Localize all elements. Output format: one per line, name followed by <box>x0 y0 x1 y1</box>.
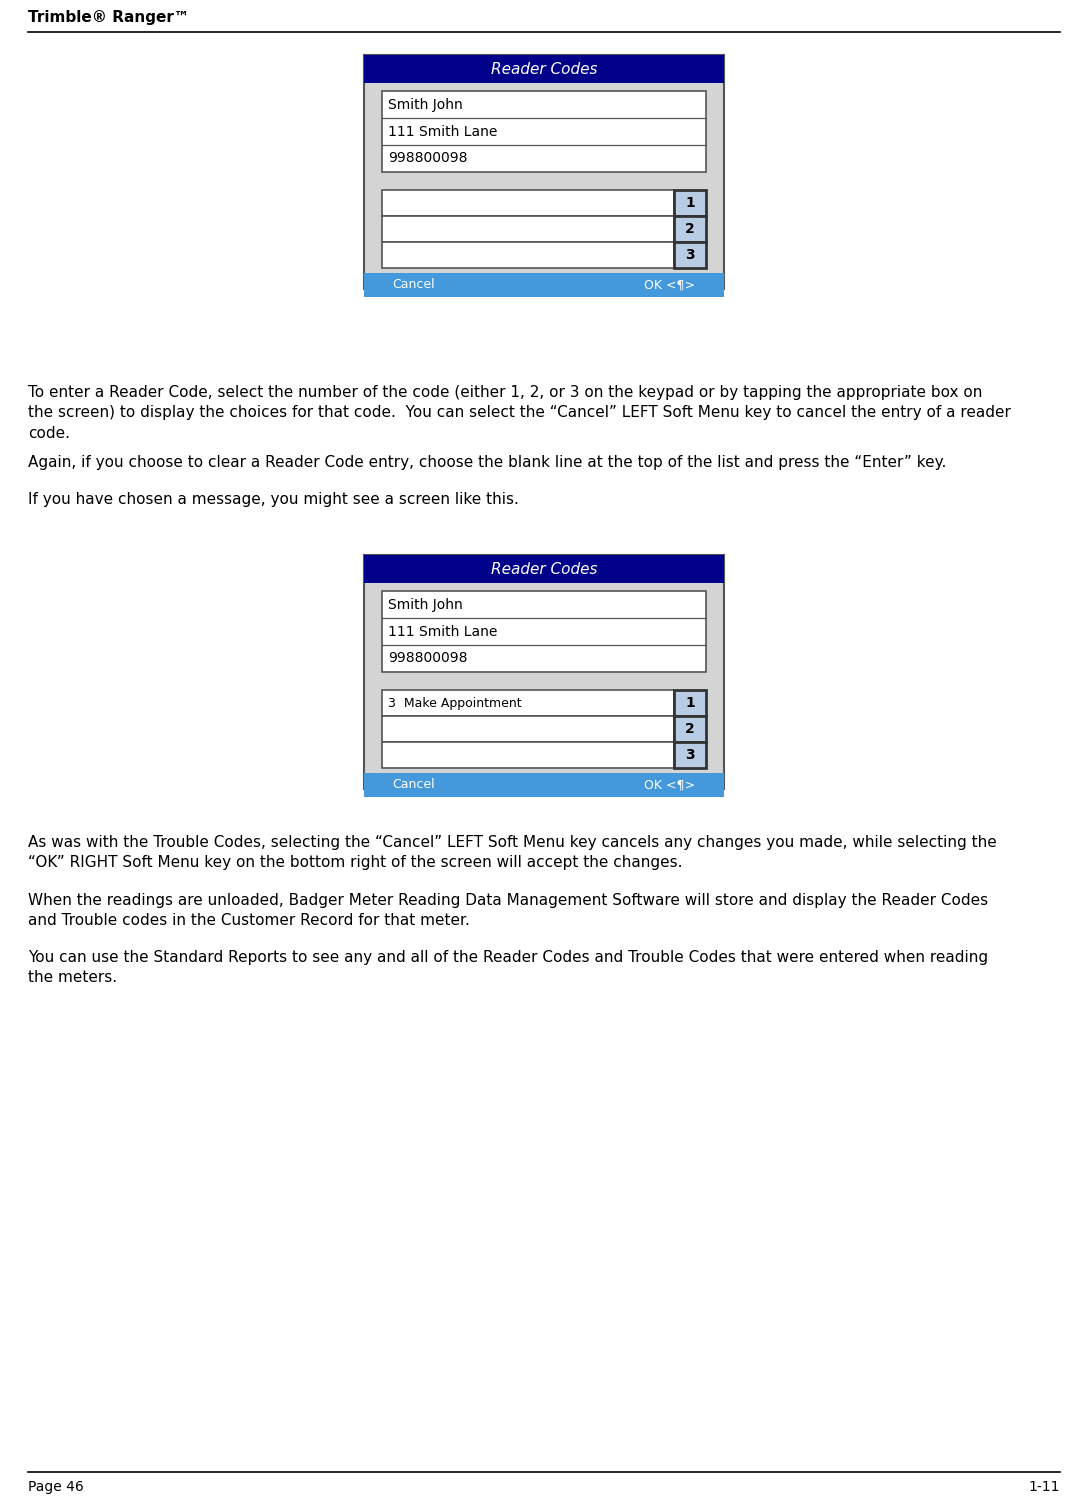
Text: To enter a Reader Code, select the number of the code (either 1, 2, or 3 on the : To enter a Reader Code, select the numbe… <box>28 385 1011 441</box>
Text: 1: 1 <box>685 696 695 711</box>
Text: 2: 2 <box>685 721 695 736</box>
Bar <box>382 91 706 172</box>
Bar <box>364 54 724 290</box>
Bar <box>382 690 673 715</box>
Bar <box>382 216 673 241</box>
Bar <box>382 715 673 742</box>
Text: 3: 3 <box>685 748 695 762</box>
Bar <box>364 555 724 582</box>
Bar <box>673 742 706 768</box>
Bar <box>364 273 724 297</box>
Text: Trimble® Ranger™: Trimble® Ranger™ <box>28 11 189 26</box>
Text: 2: 2 <box>685 222 695 235</box>
Bar <box>382 190 673 216</box>
Text: 1-11: 1-11 <box>1028 1480 1060 1494</box>
Bar <box>382 742 673 768</box>
Text: You can use the Standard Reports to see any and all of the Reader Codes and Trou: You can use the Standard Reports to see … <box>28 951 988 985</box>
Text: If you have chosen a message, you might see a screen like this.: If you have chosen a message, you might … <box>28 492 519 507</box>
Bar <box>382 241 673 269</box>
Text: Again, if you choose to clear a Reader Code entry, choose the blank line at the : Again, if you choose to clear a Reader C… <box>28 456 947 469</box>
Bar <box>382 592 706 672</box>
Text: Reader Codes: Reader Codes <box>491 62 597 77</box>
Bar <box>673 690 706 715</box>
Bar <box>364 555 724 789</box>
Text: Reader Codes: Reader Codes <box>491 561 597 576</box>
Text: OK <¶>: OK <¶> <box>643 279 694 291</box>
Text: Smith John: Smith John <box>388 98 462 112</box>
Text: When the readings are unloaded, Badger Meter Reading Data Management Software wi: When the readings are unloaded, Badger M… <box>28 893 988 928</box>
Text: 111 Smith Lane: 111 Smith Lane <box>388 625 497 638</box>
Bar <box>673 715 706 742</box>
Text: Page 46: Page 46 <box>28 1480 84 1494</box>
Text: 111 Smith Lane: 111 Smith Lane <box>388 125 497 139</box>
Bar <box>673 216 706 241</box>
Bar <box>673 241 706 269</box>
Text: 998800098: 998800098 <box>388 652 468 665</box>
Text: 3: 3 <box>685 247 695 263</box>
Text: Smith John: Smith John <box>388 598 462 611</box>
Text: As was with the Trouble Codes, selecting the “Cancel” LEFT Soft Menu key cancels: As was with the Trouble Codes, selecting… <box>28 834 997 871</box>
Bar <box>673 190 706 216</box>
Bar <box>364 54 724 83</box>
Text: Cancel: Cancel <box>393 279 435 291</box>
Bar <box>364 773 724 797</box>
Text: 1: 1 <box>685 196 695 210</box>
Text: 998800098: 998800098 <box>388 151 468 166</box>
Text: Cancel: Cancel <box>393 779 435 792</box>
Text: 3  Make Appointment: 3 Make Appointment <box>388 697 521 709</box>
Text: OK <¶>: OK <¶> <box>643 779 694 792</box>
